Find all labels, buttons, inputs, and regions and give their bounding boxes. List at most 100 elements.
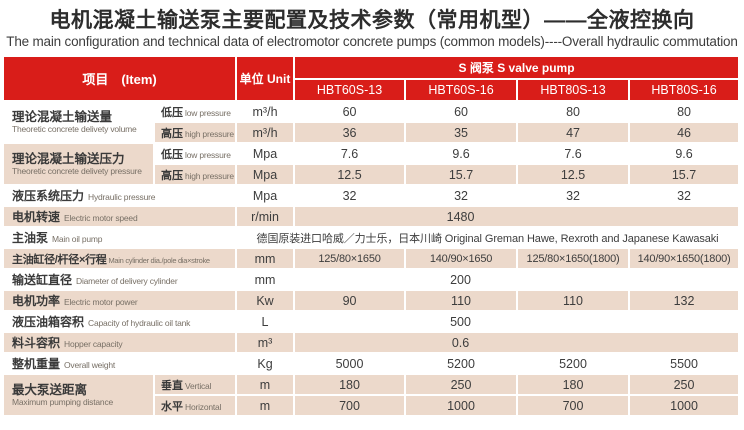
sub-label-horizontal: 水平 Horizontal xyxy=(155,396,238,417)
unit-cell: m³ xyxy=(237,333,296,354)
value-cell-merged: 1480 xyxy=(295,207,741,228)
unit-cell: Mpa xyxy=(237,144,296,165)
item-label-en: Hydraulic pressure xyxy=(88,192,156,202)
item-motor-power: 电机功率 Electric motor power xyxy=(4,291,238,312)
item-label-zh: 整机重量 xyxy=(12,357,61,371)
item-delivery-cylinder: 输送缸直径 Diameter of delivery cylinder xyxy=(4,270,238,291)
spec-table: 项目 (Item) 单位 Unit S 阀泵 S valve pump HBT6… xyxy=(4,57,741,417)
item-label-zh: 最大泵送距离 xyxy=(12,383,88,397)
item-label-zh: 液压油箱容积 xyxy=(12,315,85,329)
spec-sheet: 电机混凝土输送泵主要配置及技术参数（常用机型）——全液控换向 The main … xyxy=(4,9,741,417)
value-cell: 250 xyxy=(630,375,741,396)
sub-en: high pressure xyxy=(185,170,234,181)
value-cell: 90 xyxy=(295,291,407,312)
item-label-en: Theoretic concrete delivety volume xyxy=(12,124,137,134)
value-cell: 47 xyxy=(518,123,631,144)
unit-cell: mm xyxy=(237,249,296,270)
table-row: 整机重量 Overall weight Kg 5000 5200 5200 550… xyxy=(4,354,741,375)
value-cell: 12.5 xyxy=(295,165,407,186)
value-cell: 46 xyxy=(630,123,741,144)
item-hydraulic-pressure: 液压系统压力 Hydraulic pressure xyxy=(4,186,238,207)
table-row: 主油泵 Main oil pump 德国原装进口哈威／力士乐，日本川崎 Origi… xyxy=(4,228,741,249)
value-cell: 32 xyxy=(295,186,407,207)
col-header-s-valve-pump: S 阀泵 S valve pump xyxy=(295,57,741,80)
page-title: 电机混凝土输送泵主要配置及技术参数（常用机型）——全液控换向 xyxy=(49,9,695,32)
col-header-model-3: HBT80S-13 xyxy=(518,80,631,102)
item-label-zh: 理论混凝土输送压力 xyxy=(12,152,125,166)
value-cell: 5200 xyxy=(406,354,519,375)
item-label-zh: 电机功率 xyxy=(12,294,61,308)
item-label-en: Capacity of hydraulic oil tank xyxy=(88,318,191,328)
col-header-item: 项目 (Item) xyxy=(4,57,238,102)
value-cell: 700 xyxy=(295,396,407,417)
item-label-zh: 电机转速 xyxy=(12,210,61,224)
value-cell: 125/80×1650(1800) xyxy=(518,249,631,270)
value-cell: 32 xyxy=(630,186,741,207)
value-cell-merged: 0.6 xyxy=(295,333,741,354)
item-delivery-pressure: 理论混凝土输送压力 Theoretic concrete delivety pr… xyxy=(4,144,155,186)
table-row: 水平 Horizontal m 700 1000 700 1000 xyxy=(4,396,741,417)
item-label-zh: 主油缸径/杆径×行程 xyxy=(12,253,107,266)
sub-en: low pressure xyxy=(185,149,231,160)
table-row: 电机功率 Electric motor power Kw 90 110 110 1… xyxy=(4,291,741,312)
page-subtitle: The main configuration and technical dat… xyxy=(6,34,738,49)
value-cell: 125/80×1650 xyxy=(295,249,407,270)
item-motor-speed: 电机转速 Electric motor speed xyxy=(4,207,238,228)
item-hopper-capacity: 料斗容积 Hopper capacity xyxy=(4,333,238,354)
sub-label-high-pressure: 高压 high pressure xyxy=(155,165,238,186)
table-row: 液压油箱容积 Capacity of hydraulic oil tank L 5… xyxy=(4,312,741,333)
unit-cell: m³/h xyxy=(237,102,296,123)
unit-cell: Kw xyxy=(237,291,296,312)
value-cell: 35 xyxy=(406,123,519,144)
value-cell: 110 xyxy=(406,291,519,312)
item-label-en: Overall weight xyxy=(64,360,116,370)
item-label-en: Maximum pumping distance xyxy=(12,397,114,407)
item-label-en: Diameter of delivery cylinder xyxy=(76,276,178,286)
value-cell: 132 xyxy=(630,291,741,312)
item-label-zh: 主油泵 xyxy=(12,231,49,245)
sub-zh: 垂直 xyxy=(161,379,183,392)
value-cell: 32 xyxy=(406,186,519,207)
value-cell: 1000 xyxy=(630,396,741,417)
item-overall-weight: 整机重量 Overall weight xyxy=(4,354,238,375)
col-header-model-2: HBT60S-16 xyxy=(406,80,519,102)
sub-zh: 低压 xyxy=(161,106,183,119)
unit-cell: Kg xyxy=(237,354,296,375)
sub-label-low-pressure: 低压 low pressure xyxy=(155,144,238,165)
item-oil-tank-capacity: 液压油箱容积 Capacity of hydraulic oil tank xyxy=(4,312,238,333)
value-cell: 140/90×1650 xyxy=(406,249,519,270)
unit-cell: Mpa xyxy=(237,186,296,207)
value-cell: 1000 xyxy=(406,396,519,417)
item-main-cylinder: 主油缸径/杆径×行程 Main cylinder dia./pole dia×st… xyxy=(4,249,238,270)
value-cell: 15.7 xyxy=(406,165,519,186)
value-cell: 110 xyxy=(518,291,631,312)
value-cell: 180 xyxy=(295,375,407,396)
sub-en: Horizontal xyxy=(185,401,222,412)
table-row: 料斗容积 Hopper capacity m³ 0.6 xyxy=(4,333,741,354)
col-header-unit: 单位 Unit xyxy=(237,57,296,102)
sub-en: Vertical xyxy=(185,380,212,391)
value-cell: 32 xyxy=(518,186,631,207)
item-max-pumping-distance: 最大泵送距离 Maximum pumping distance xyxy=(4,375,155,417)
item-label-en: Hopper capacity xyxy=(64,339,123,349)
table-row: 电机转速 Electric motor speed r/min 1480 xyxy=(4,207,741,228)
value-cell-merged: 500 xyxy=(295,312,741,333)
item-label-zh: 理论混凝土输送量 xyxy=(12,110,113,124)
sub-label-low-pressure: 低压 low pressure xyxy=(155,102,238,123)
value-cell: 5000 xyxy=(295,354,407,375)
unit-cell: m xyxy=(237,396,296,417)
value-cell: 5200 xyxy=(518,354,631,375)
item-label-zh: 液压系统压力 xyxy=(12,189,85,203)
value-cell: 5500 xyxy=(630,354,741,375)
sub-zh: 高压 xyxy=(161,169,183,182)
value-cell: 250 xyxy=(406,375,519,396)
sub-zh: 高压 xyxy=(161,127,183,140)
value-cell: 15.7 xyxy=(630,165,741,186)
sub-zh: 低压 xyxy=(161,148,183,161)
unit-cell: mm xyxy=(237,270,296,291)
item-label-en: Electric motor power xyxy=(64,297,138,307)
unit-cell: m³/h xyxy=(237,123,296,144)
item-delivery-volume: 理论混凝土输送量 Theoretic concrete delivety vol… xyxy=(4,102,155,144)
value-cell-merged: 德国原装进口哈威／力士乐，日本川崎 Original Greman Hawe, … xyxy=(237,228,741,249)
unit-cell: L xyxy=(237,312,296,333)
